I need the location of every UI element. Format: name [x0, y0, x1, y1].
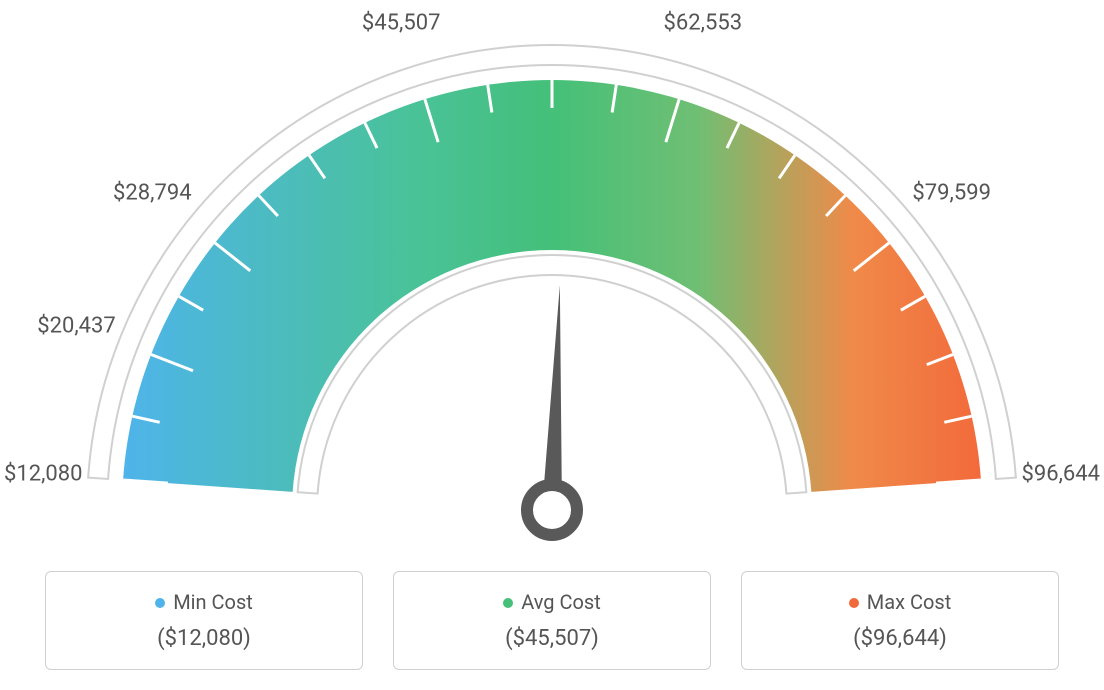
avg-cost-title: Avg Cost [404, 590, 700, 614]
max-cost-card: Max Cost ($96,644) [741, 571, 1059, 670]
gauge-chart: $12,080 $20,437 $28,794 $45,507 $62,553 $79,5… [0, 10, 1104, 570]
gauge-tick-label: $20,437 [37, 313, 116, 338]
min-cost-title-text: Min Cost [173, 590, 253, 614]
min-cost-title: Min Cost [56, 590, 352, 614]
gauge-tick-label: $96,644 [1021, 462, 1100, 487]
gauge-tick-label: $62,553 [664, 10, 743, 35]
gauge-tick-label: $12,080 [4, 462, 83, 487]
gauge-tick-label: $45,507 [362, 10, 441, 35]
avg-cost-dot [503, 598, 513, 608]
gauge-tick-label: $28,794 [113, 181, 192, 206]
max-cost-value: ($96,644) [752, 626, 1048, 651]
max-cost-title-text: Max Cost [867, 590, 952, 614]
gauge-svg [0, 10, 1104, 570]
avg-cost-title-text: Avg Cost [521, 590, 601, 614]
min-cost-dot [155, 598, 165, 608]
gauge-tick-label: $79,599 [912, 181, 991, 206]
max-cost-dot [849, 598, 859, 608]
avg-cost-card: Avg Cost ($45,507) [393, 571, 711, 670]
avg-cost-value: ($45,507) [404, 626, 700, 651]
max-cost-title: Max Cost [752, 590, 1048, 614]
min-cost-card: Min Cost ($12,080) [45, 571, 363, 670]
min-cost-value: ($12,080) [56, 626, 352, 651]
summary-row: Min Cost ($12,080) Avg Cost ($45,507) Ma… [0, 571, 1104, 670]
